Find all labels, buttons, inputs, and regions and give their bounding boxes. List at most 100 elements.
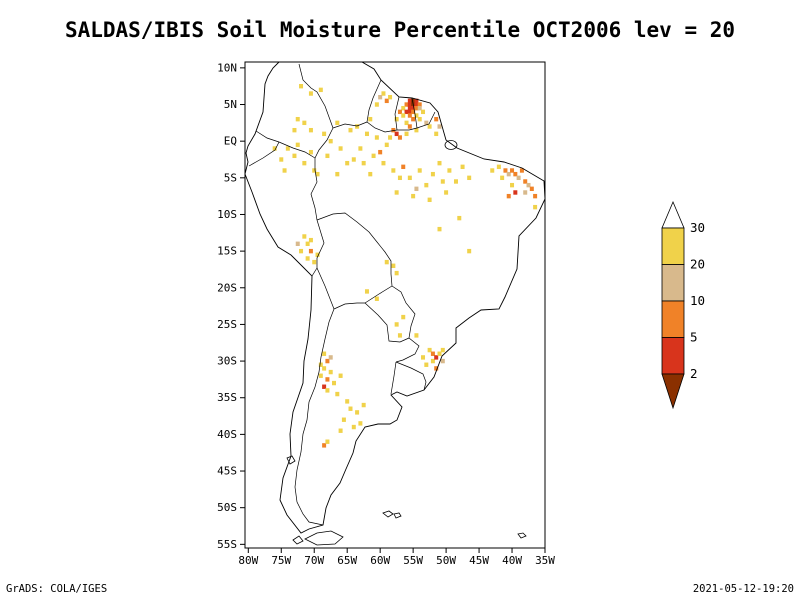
percentile-cell xyxy=(374,102,379,107)
lat-tick-label: 35S xyxy=(217,391,237,404)
percentile-cell xyxy=(374,135,379,140)
percentile-cell xyxy=(388,135,393,140)
country-border xyxy=(298,63,334,129)
percentile-cell xyxy=(513,171,518,177)
percentile-cell xyxy=(510,168,515,173)
colorbar-bottom-triangle xyxy=(661,373,685,410)
percentile-cell xyxy=(414,127,419,133)
percentile-cell xyxy=(325,377,330,382)
chart-title: SALDAS/IBIS Soil Moisture Percentile OCT… xyxy=(64,18,736,42)
country-border xyxy=(314,127,334,159)
percentile-cell xyxy=(322,351,327,356)
country-border xyxy=(310,158,318,221)
lon-tick-label: 80W xyxy=(238,554,258,567)
percentile-cell xyxy=(308,127,313,133)
map-layer xyxy=(245,62,545,546)
country-border xyxy=(364,302,410,343)
coastline xyxy=(245,62,545,534)
percentile-cell xyxy=(302,120,307,126)
percentile-cell xyxy=(401,164,406,170)
percentile-cell xyxy=(417,168,422,173)
percentile-cell xyxy=(401,314,406,320)
island-outline xyxy=(292,535,304,545)
percentile-cell xyxy=(374,296,379,301)
lat-tick-label: 50S xyxy=(217,501,237,514)
percentile-cell xyxy=(384,259,389,265)
percentile-cell xyxy=(315,252,320,257)
percentile-cell xyxy=(414,102,419,107)
percentile-cell xyxy=(467,175,472,181)
percentile-cell xyxy=(299,248,304,254)
percentile-cell xyxy=(394,270,399,276)
percentile-cell xyxy=(407,105,412,111)
percentile-cell xyxy=(407,98,412,104)
percentile-cell xyxy=(411,193,416,199)
percentile-cell xyxy=(355,124,360,129)
percentile-cell xyxy=(292,153,297,159)
percentile-cell xyxy=(523,179,528,184)
percentile-cell xyxy=(285,146,290,151)
lat-tick-label: 5N xyxy=(224,98,237,111)
lat-tick-label: 30S xyxy=(217,355,237,368)
percentile-cell xyxy=(394,322,399,327)
percentile-cell xyxy=(434,355,439,360)
country-border xyxy=(395,337,420,363)
percentile-cell xyxy=(302,234,307,239)
percentile-cell xyxy=(322,384,327,389)
percentile-cell xyxy=(404,131,409,137)
colorbar-segment xyxy=(661,337,685,375)
percentile-cell xyxy=(401,105,406,111)
percentile-cell xyxy=(318,87,323,93)
percentile-cell xyxy=(378,149,383,155)
percentile-cell xyxy=(404,109,409,115)
percentile-cell xyxy=(384,98,389,104)
percentile-cell xyxy=(533,204,538,210)
percentile-cell xyxy=(460,164,465,170)
percentile-cell xyxy=(437,160,442,166)
percentile-cell xyxy=(335,171,340,177)
percentile-cell xyxy=(348,406,353,411)
percentile-cell xyxy=(338,373,343,378)
percentile-cell xyxy=(411,98,416,104)
percentile-cell xyxy=(424,120,429,126)
percentile-cell xyxy=(414,186,419,192)
percentile-cell xyxy=(417,105,422,111)
percentile-cell xyxy=(457,215,462,221)
percentile-cell xyxy=(434,131,439,137)
country-border xyxy=(248,141,280,167)
country-border xyxy=(411,97,418,129)
country-border xyxy=(332,121,368,129)
percentile-cell xyxy=(328,138,333,144)
lon-tick-label: 50W xyxy=(436,554,456,567)
percentile-cell xyxy=(397,135,402,140)
percentile-cell xyxy=(308,237,313,243)
percentile-cell xyxy=(401,113,406,118)
percentile-cell xyxy=(345,160,350,166)
percentile-cell xyxy=(411,105,416,111)
map-frame xyxy=(244,61,546,549)
island-outline xyxy=(444,140,458,150)
percentile-cell xyxy=(407,175,412,181)
percentile-cell xyxy=(358,146,363,151)
percentile-cell xyxy=(506,171,511,177)
island-outline xyxy=(286,455,296,465)
percentile-cell xyxy=(430,171,435,177)
percentile-cell xyxy=(292,127,297,133)
country-border xyxy=(278,141,316,159)
lon-tick-label: 60W xyxy=(370,554,390,567)
percentile-cell xyxy=(397,109,402,115)
percentile-cell xyxy=(364,289,369,294)
lon-tick-label: 75W xyxy=(271,554,291,567)
percentile-cell xyxy=(325,439,330,444)
country-border xyxy=(316,212,393,287)
percentile-cell xyxy=(394,131,399,137)
lon-tick-label: 55W xyxy=(403,554,423,567)
timestamp: 2021-05-12-19:20 xyxy=(692,583,794,595)
country-border xyxy=(364,285,393,304)
percentile-cell xyxy=(328,355,333,360)
percentile-cell xyxy=(411,109,416,115)
percentile-cell xyxy=(526,182,531,188)
colorbar-label: 2 xyxy=(690,366,698,381)
percentile-cell xyxy=(440,347,445,353)
percentile-cell xyxy=(430,351,435,356)
